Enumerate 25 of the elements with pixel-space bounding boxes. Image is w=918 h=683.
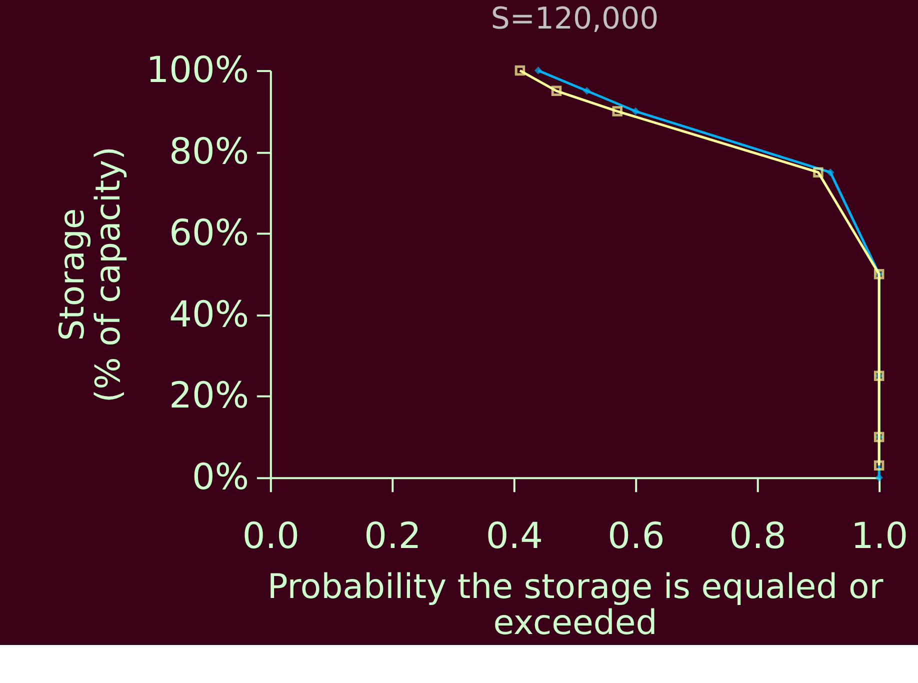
point: [551, 86, 562, 96]
y-axis-title: Storage (% of capacity): [52, 146, 128, 403]
point: [874, 460, 884, 471]
point: [534, 66, 542, 74]
point: [612, 106, 622, 116]
point: [813, 167, 824, 178]
point: [826, 168, 834, 176]
x-tick-label: 1.0: [851, 516, 908, 558]
point: [514, 65, 526, 76]
x-axis-title: Probability the storage is equaled or exceeded: [267, 566, 884, 642]
y-tick-label: 20%: [169, 376, 249, 417]
y-tick-label: 40%: [169, 294, 249, 336]
x-tick-label: 0.2: [364, 516, 422, 558]
x-tick-label: 0.4: [486, 516, 543, 558]
point: [583, 87, 591, 95]
x-tick-label: 0.6: [608, 516, 665, 558]
y-tick-label: 60%: [169, 212, 249, 254]
x-tick-label: 0.0: [242, 516, 300, 558]
x-tick-label: 0.8: [729, 516, 786, 558]
point: [632, 107, 640, 116]
chart-title: S=120,000: [490, 2, 659, 37]
point: [875, 474, 883, 482]
y-tick-label: 100%: [146, 50, 249, 92]
y-tick-label: 80%: [169, 131, 249, 172]
y-tick-label: 0%: [192, 457, 249, 498]
